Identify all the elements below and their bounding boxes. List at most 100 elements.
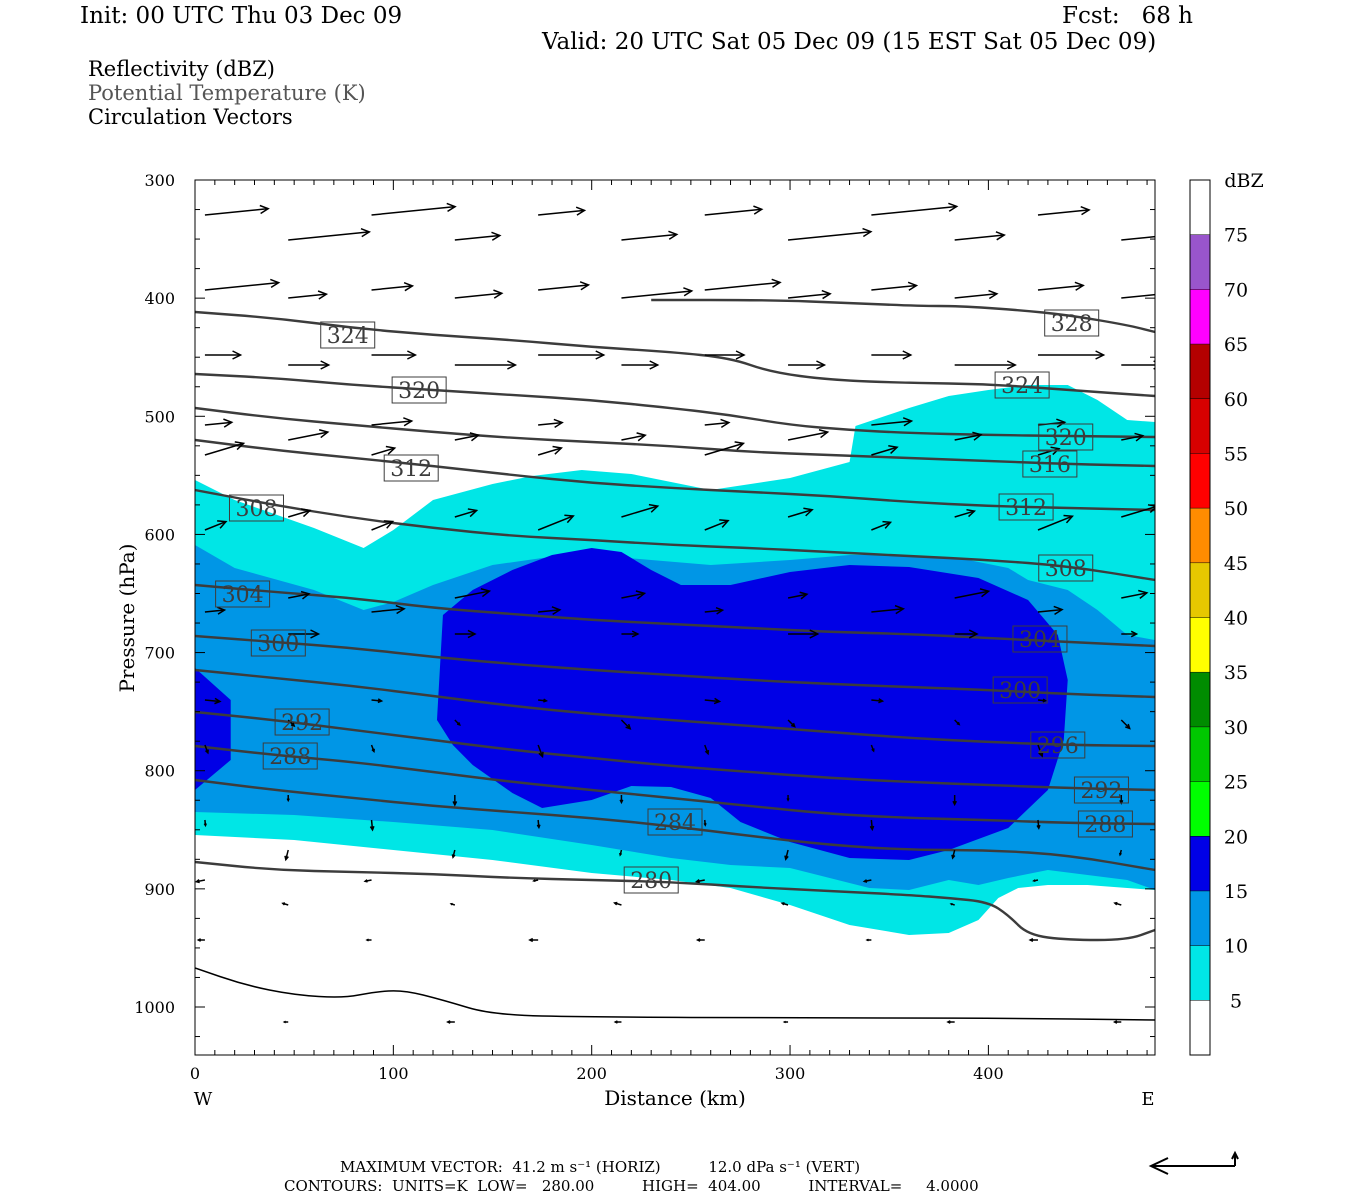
circulation-vector [454,719,461,727]
circulation-vector [621,230,679,241]
circulation-vector [621,590,647,600]
colorbar-label: 50 [1224,498,1248,520]
valid-time: Valid: 20 UTC Sat 05 Dec 09 (15 EST Sat … [542,29,1157,55]
circulation-vector [1037,698,1048,703]
circulation-vector [370,744,375,754]
circulation-vector [787,591,809,600]
theta-contour-296 [195,668,1155,748]
svg-text:316: 316 [1029,453,1071,478]
theta-label-312: 312 [998,493,1054,521]
colorbar-label: 20 [1224,826,1248,848]
colorbar-title: dBZ [1224,170,1263,192]
theta-label-324: 324 [994,371,1050,399]
max-vector-info: MAXIMUM VECTOR: 41.2 m s⁻¹ (HORIZ) 12.0 … [340,1158,861,1176]
theta-label-312: 312 [383,454,439,482]
theta-label-288: 288 [1077,810,1133,838]
plot-frame [194,179,1156,1056]
circulation-vector [284,849,289,862]
circulation-vector [288,429,330,441]
y-tick-label: 1000 [134,998,175,1017]
colorbar-swatch [1190,945,1210,1001]
init-label: Init: 00 UTC Thu 03 Dec 09 [80,3,403,29]
circulation-vector [613,1020,622,1024]
circulation-vector [1028,937,1038,943]
theta-contour-304 [195,583,1155,648]
circulation-vector [449,902,456,906]
field-reflectivity: Reflectivity (dBZ) [88,57,276,81]
colorbar-swatch [1190,398,1210,454]
circulation-vector [363,879,372,883]
circulation-vector [454,508,479,518]
circulation-vector [704,519,730,531]
circulation-vector [454,360,518,370]
circulation-vector [204,697,222,705]
theta-contour-284 [195,778,1155,872]
colorbar-swatch [1190,781,1210,837]
circulation-vector [1121,630,1139,638]
x-tick-label: 400 [973,1064,1004,1083]
svg-text:292: 292 [281,711,323,736]
svg-text:284: 284 [654,811,696,836]
circulation-vector [871,350,913,360]
circulation-vector [1037,206,1091,216]
colorbar-label: 75 [1224,225,1248,247]
circulation-vector [204,418,234,428]
circulation-vector [288,590,311,600]
circulation-vector [865,938,872,942]
circulation-vector [954,629,979,639]
circulation-vector [619,849,623,857]
circulation-vector [454,629,477,639]
theta-label-304: 304 [1012,625,1068,653]
svg-text:288: 288 [1084,813,1126,838]
colorbar-label: 30 [1224,717,1248,739]
circulation-vector [1037,350,1106,360]
circulation-vector [787,719,796,728]
svg-text:304: 304 [1019,628,1061,653]
x-tick-label: 200 [576,1064,607,1083]
colorbar-swatch [1190,344,1210,399]
circulation-vector [621,503,660,518]
theta-label-308: 308 [228,494,284,522]
circulation-vector [871,202,959,216]
circulation-vector [1037,514,1074,531]
theta-label-308: 308 [1038,554,1094,582]
colorbar-label: 60 [1224,389,1248,411]
circulation-vector [620,719,632,730]
colorbar-label: 35 [1224,662,1248,684]
circulation-vector [704,350,746,360]
circulation-vector [1037,744,1044,758]
theta-contour-308 [195,488,1155,582]
theta-contour-280 [195,860,1155,942]
circulation-vector [288,228,372,241]
circulation-vector [787,429,830,441]
theta-label-300: 300 [250,629,306,657]
circulation-vector [1036,819,1041,830]
colorbar-swatch [1190,726,1210,782]
circulation-vector [454,231,502,241]
circulation-vector [196,938,205,942]
svg-text:292: 292 [1080,779,1122,804]
theta-contour-300 [195,634,1155,699]
circulation-vector [1037,281,1085,291]
east-label: E [1141,1089,1154,1110]
y-tick-label: 500 [144,407,175,426]
circulation-vector [371,445,397,456]
svg-text:328: 328 [1051,312,1093,337]
circulation-vector [287,719,296,728]
circulation-vector [1112,1020,1122,1024]
colorbar-swatch [1190,289,1210,345]
svg-text:312: 312 [390,457,432,482]
circulation-vector [1118,849,1123,857]
circulation-vector [288,290,329,300]
colorbar-label: 25 [1224,772,1248,794]
colorbar-swatch [1190,672,1210,727]
colorbar-label: 65 [1224,334,1248,356]
circulation-vector [695,938,705,942]
circulation-vector [954,508,977,518]
circulation-vector [621,287,694,299]
circulation-vector [288,360,331,370]
circulation-vector [704,697,722,705]
theta-contour-288 [195,744,1155,826]
circulation-vector [954,588,991,599]
